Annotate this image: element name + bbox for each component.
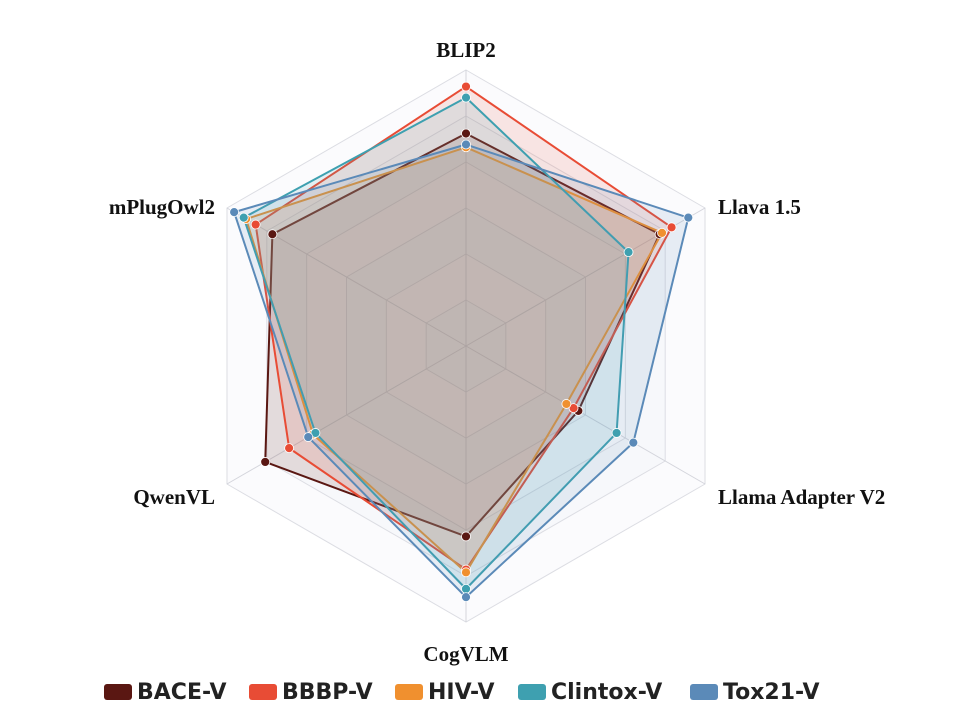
data-point-hiv-v-2: [561, 399, 572, 409]
legend-swatch-bbbp-v: [249, 684, 277, 700]
data-point-clintox-v-5: [238, 212, 249, 223]
data-point-bace-v-3: [461, 531, 471, 542]
data-point-bbbp-v-1: [666, 222, 677, 233]
data-point-bbbp-v-0: [461, 81, 471, 92]
axis-spoke-5: [226, 207, 467, 347]
legend-swatch-bace-v: [104, 684, 132, 700]
axis-label-1: Llava 1.5: [718, 195, 801, 219]
axis-label-3: CogVLM: [423, 642, 508, 666]
legend-label-bbbp-v: BBBP-V: [282, 680, 373, 705]
series-areas: [233, 85, 690, 599]
legend-label-hiv-v: HIV-V: [428, 680, 495, 705]
axis-label-5: mPlugOwl2: [109, 195, 215, 219]
data-point-bbbp-v-5: [250, 219, 261, 230]
legend-label-clintox-v: Clintox-V: [551, 680, 662, 705]
legend: BACE-V BBBP-V HIV-V Clintox-V Tox21-V: [104, 680, 820, 705]
data-point-tox21-v-2: [628, 437, 639, 448]
data-point-clintox-v-4: [310, 428, 321, 438]
legend-swatch-hiv-v: [395, 684, 423, 700]
data-point-clintox-v-3: [461, 583, 471, 594]
data-point-tox21-v-0: [461, 139, 471, 150]
axis-label-2: Llama Adapter V2: [718, 485, 885, 509]
data-point-bace-v-5: [267, 229, 278, 240]
data-point-hiv-v-1: [657, 227, 667, 238]
data-point-bace-v-4: [260, 457, 271, 467]
legend-swatch-clintox-v: [518, 684, 546, 700]
data-point-clintox-v-1: [623, 247, 634, 258]
legend-swatch-tox21-v: [690, 684, 718, 700]
data-point-tox21-v-4: [303, 432, 314, 442]
axis-spoke-2: [465, 345, 706, 485]
data-point-clintox-v-0: [461, 92, 471, 103]
data-point-bbbp-v-4: [284, 443, 295, 454]
data-point-bbbp-v-2: [568, 403, 579, 414]
data-point-clintox-v-2: [611, 428, 622, 438]
legend-label-bace-v: BACE-V: [137, 680, 227, 705]
data-point-hiv-v-3: [461, 567, 471, 578]
series-points: [229, 81, 694, 603]
data-point-tox21-v-1: [683, 212, 694, 223]
legend-label-tox21-v: Tox21-V: [723, 680, 820, 705]
data-point-bace-v-0: [461, 128, 471, 139]
data-point-tox21-v-3: [461, 592, 471, 603]
data-point-tox21-v-5: [229, 207, 240, 218]
axis-label-4: QwenVL: [133, 485, 215, 509]
axis-labels: BLIP2 Llava 1.5 Llama Adapter V2 CogVLM Qwen…: [109, 38, 885, 666]
axis-label-0: BLIP2: [436, 38, 496, 62]
radar-grid: [226, 69, 706, 623]
